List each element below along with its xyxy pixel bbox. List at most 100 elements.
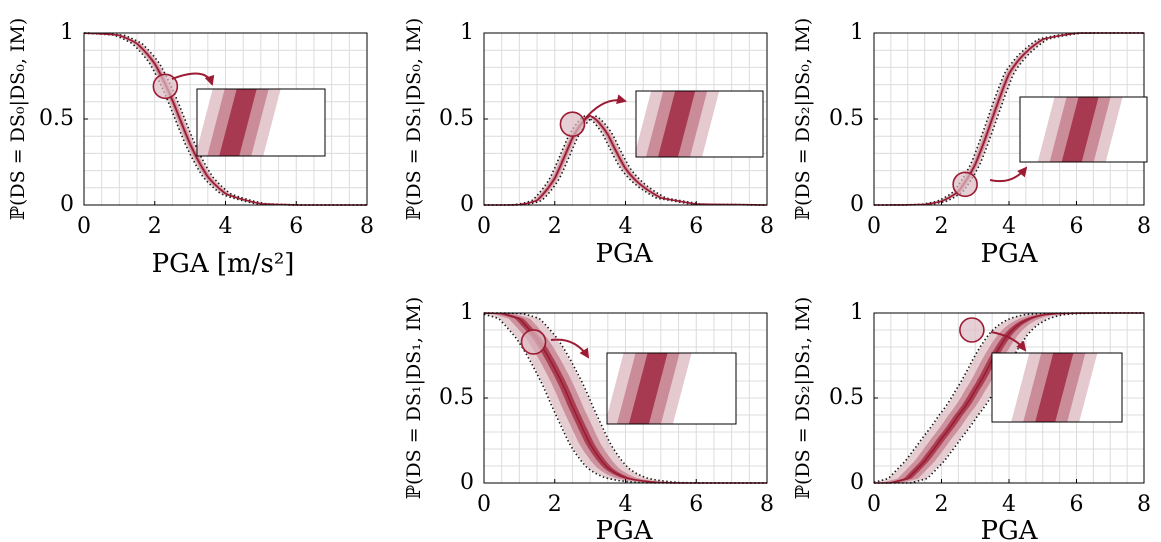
x-axis-label-1: PGA [m/s²]: [152, 249, 295, 279]
uncertainty-band-outer: [874, 33, 1144, 205]
zoom-inset-5: [991, 352, 1123, 423]
y-tick-label: 0.5: [829, 385, 864, 410]
y-tick-label: 0.5: [439, 385, 474, 410]
zoom-inset-4: [606, 352, 737, 425]
x-tick-label: 2: [548, 214, 562, 239]
tick-labels-3: 0 2 4 6 8 0 0.5 1: [829, 20, 1151, 239]
zoom-inset-1: [196, 88, 326, 157]
tick-labels-2: 0 2 4 6 8 0 0.5 1: [439, 20, 774, 239]
inset-band: [658, 91, 696, 157]
zoom-marker-4: [520, 329, 590, 359]
y-tick-label: 1: [460, 20, 474, 45]
x-tick-label: 8: [760, 492, 774, 517]
panel-1: 0 2 4 6 8 0 0.5 1 PGA [m/s²] ℙ(DS = DS₀|DS₀, IM…: [7, 18, 374, 279]
x-axis-label-5: PGA: [980, 516, 1038, 542]
x-axis-label-3: PGA: [980, 239, 1038, 269]
x-tick-label: 4: [219, 214, 233, 239]
inset-band: [1035, 353, 1074, 422]
inset-bands: [197, 89, 281, 156]
x-tick-label: 0: [867, 492, 881, 517]
inset-band: [219, 89, 257, 156]
x-tick-label: 4: [1002, 492, 1016, 517]
panel-5: 0 2 4 6 8 0 0.5 1 PGA ℙ(DS = DS₂|DS₁, IM): [792, 297, 1151, 542]
zoom-arrow: [550, 338, 590, 359]
x-tick-label: 6: [1070, 214, 1084, 239]
uncertainty-band-outer: [484, 116, 767, 205]
zoom-marker-2: [559, 94, 627, 137]
x-tick-label: 0: [477, 492, 491, 517]
x-tick-label: 8: [1137, 492, 1151, 517]
x-tick-label: 8: [760, 214, 774, 239]
x-tick-label: 4: [619, 492, 633, 517]
inset-bands: [1037, 97, 1123, 162]
y-tick-label: 0: [850, 192, 864, 217]
zoom-inset-3: [1019, 96, 1148, 163]
inset-band: [1061, 97, 1099, 162]
x-tick-label: 2: [935, 214, 949, 239]
y-axis-label-1: ℙ(DS = DS₀|DS₀, IM): [7, 18, 29, 221]
x-tick-label: 8: [360, 214, 374, 239]
x-tick-label: 8: [1137, 214, 1151, 239]
y-axis-label-3: ℙ(DS = DS₂|DS₀, IM): [792, 18, 814, 221]
inset-frame: [1019, 96, 1148, 163]
y-axis-label-5: ℙ(DS = DS₂|DS₁, IM): [792, 297, 814, 500]
y-tick-label: 0: [460, 470, 474, 495]
y-tick-label: 1: [850, 20, 864, 45]
zoom-circle: [520, 329, 547, 355]
y-tick-label: 0.5: [829, 106, 864, 131]
panel-4: 0 2 4 6 8 0 0.5 1 PGA ℙ(DS = DS₁|DS₁, IM): [403, 297, 774, 542]
panel-3: 0 2 4 6 8 0 0.5 1 PGA ℙ(DS = DS₂|DS₀, IM): [792, 18, 1151, 269]
tick-labels-5: 0 2 4 6 8 0 0.5 1: [829, 300, 1151, 517]
x-tick-label: 2: [935, 492, 949, 517]
uncertainty-band-inner: [874, 313, 1144, 483]
y-tick-label: 1: [850, 300, 864, 325]
inset-band: [628, 353, 668, 424]
y-tick-label: 0: [460, 192, 474, 217]
inset-frame: [606, 352, 737, 425]
bound-dotted-line: [874, 312, 1144, 484]
inset-bands: [1011, 353, 1098, 422]
x-tick-label: 6: [689, 492, 703, 517]
inset-bands: [636, 91, 720, 157]
uncertainty-band-middle: [484, 313, 767, 483]
inset-frame: [196, 88, 326, 157]
x-tick-label: 6: [689, 214, 703, 239]
zoom-marker-1: [152, 72, 215, 100]
zoom-arrow: [989, 166, 1028, 183]
x-tick-label: 2: [148, 214, 162, 239]
zoom-arrow: [171, 72, 215, 86]
y-tick-label: 0.5: [39, 106, 74, 131]
x-tick-label: 0: [867, 214, 881, 239]
zoom-circle: [152, 73, 179, 100]
plot-area-3: [873, 32, 1145, 206]
inset-frame: [991, 352, 1123, 423]
y-axis-label-4: ℙ(DS = DS₁|DS₁, IM): [403, 297, 425, 500]
inset-bands: [607, 353, 692, 424]
inset-frame: [635, 90, 764, 158]
x-axis-label-4: PGA: [595, 516, 653, 542]
tick-labels-4: 0 2 4 6 8 0 0.5 1: [439, 300, 774, 517]
zoom-circle: [559, 111, 586, 137]
x-tick-label: 2: [548, 492, 562, 517]
y-tick-label: 0.5: [439, 106, 474, 131]
tick-labels-1: 0 2 4 6 8 0 0.5 1: [39, 20, 374, 239]
panel-2: 0 2 4 6 8 0 0.5 1 PGA ℙ(DS = DS₁|DS₀, IM): [403, 18, 774, 269]
x-tick-label: 0: [477, 214, 491, 239]
zoom-marker-5: [959, 317, 1027, 352]
x-tick-label: 6: [289, 214, 303, 239]
bound-dotted-line: [873, 312, 1144, 484]
y-tick-label: 0: [60, 192, 74, 217]
zoom-inset-2: [635, 90, 764, 158]
series-line: [484, 114, 767, 206]
x-tick-label: 4: [619, 214, 633, 239]
x-tick-label: 6: [1070, 492, 1084, 517]
zoom-marker-3: [952, 166, 1028, 198]
zoom-circle: [959, 317, 985, 343]
zoom-arrow: [583, 94, 627, 121]
y-tick-label: 0: [850, 470, 864, 495]
x-axis-label-2: PGA: [595, 239, 653, 269]
zoom-circle: [952, 171, 978, 198]
y-tick-label: 1: [60, 20, 74, 45]
y-tick-label: 1: [460, 300, 474, 325]
